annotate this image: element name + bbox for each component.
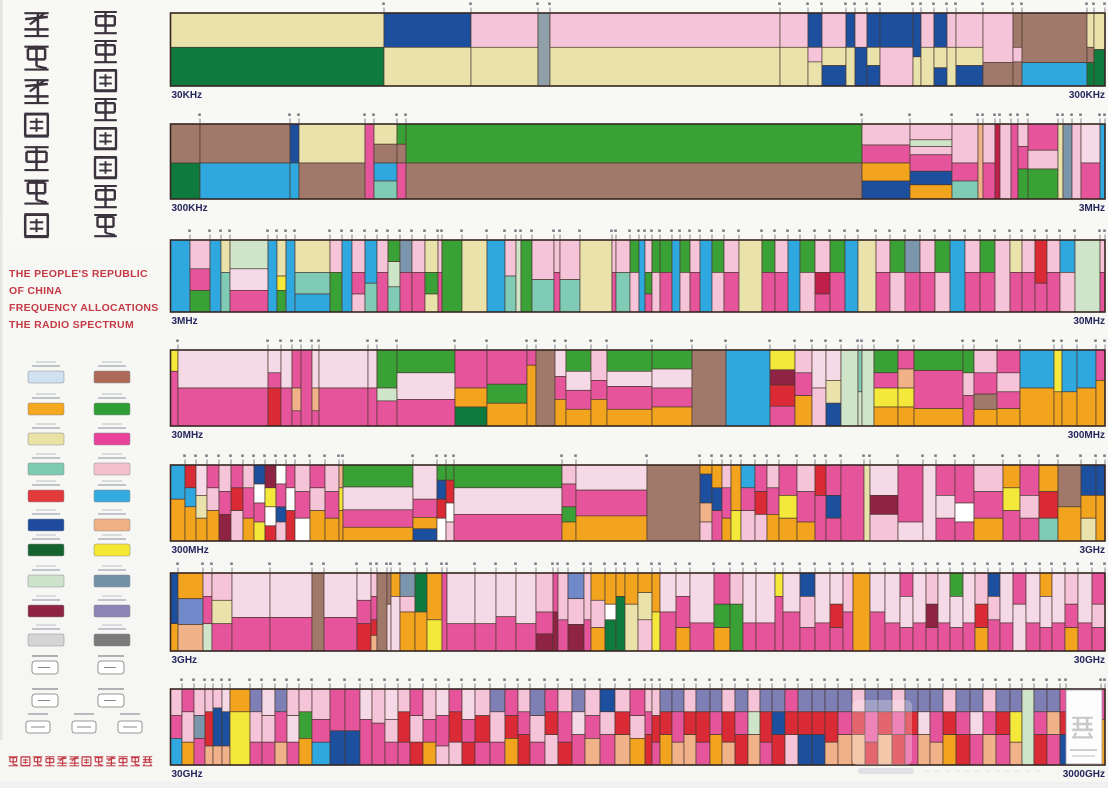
svg-text:3MHz: 3MHz bbox=[1079, 203, 1105, 214]
svg-text:300MHz: 300MHz bbox=[1068, 430, 1105, 441]
svg-text:3000GHz: 3000GHz bbox=[1063, 769, 1105, 780]
svg-text:THE PEOPLE'S REPUBLIC: THE PEOPLE'S REPUBLIC bbox=[9, 268, 148, 280]
svg-text:3GHz: 3GHz bbox=[1079, 545, 1105, 556]
svg-text:30KHz: 30KHz bbox=[172, 90, 203, 101]
svg-text:300KHz: 300KHz bbox=[172, 203, 208, 214]
svg-text:300KHz: 300KHz bbox=[1069, 90, 1105, 101]
svg-text:30GHz: 30GHz bbox=[1074, 655, 1105, 666]
svg-text:300MHz: 300MHz bbox=[172, 545, 209, 556]
svg-text:3MHz: 3MHz bbox=[172, 316, 198, 327]
svg-text:30GHz: 30GHz bbox=[172, 769, 203, 780]
svg-text:30MHz: 30MHz bbox=[172, 430, 204, 441]
svg-text:THE RADIO SPECTRUM: THE RADIO SPECTRUM bbox=[9, 319, 134, 331]
svg-text:30MHz: 30MHz bbox=[1073, 316, 1105, 327]
svg-text:OF CHINA: OF CHINA bbox=[9, 285, 62, 297]
svg-text:FREQUENCY ALLOCATIONS: FREQUENCY ALLOCATIONS bbox=[9, 302, 159, 314]
svg-text:3GHz: 3GHz bbox=[172, 655, 198, 666]
